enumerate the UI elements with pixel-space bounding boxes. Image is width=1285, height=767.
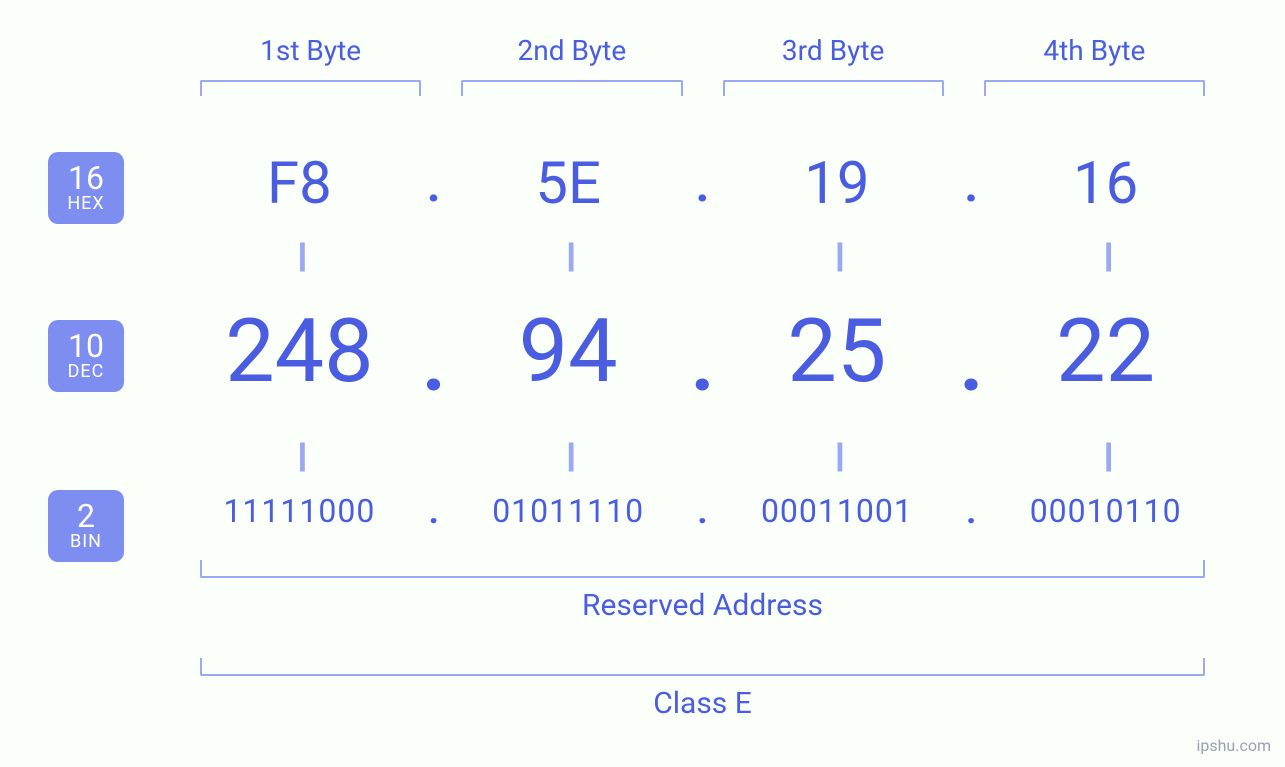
label-reserved-address: Reserved Address (200, 588, 1205, 623)
equals-icon: || (449, 236, 688, 276)
byte-brackets-top (180, 80, 1225, 96)
bottom-bracket-reserved: Reserved Address (200, 560, 1205, 623)
equals-icon: || (718, 436, 957, 476)
equals-icon: || (180, 236, 419, 276)
dec-byte-1: 248 (180, 300, 419, 403)
label-class-e: Class E (200, 686, 1205, 721)
footer-credit: ipshu.com (1196, 736, 1271, 755)
base-badge-hex: 16 HEX (48, 152, 124, 224)
equals-icon: || (986, 236, 1225, 276)
byte-header-2: 2nd Byte (441, 34, 702, 67)
equals-icon: || (718, 236, 957, 276)
bracket-bottom-1 (200, 560, 1205, 578)
bracket-top-1 (200, 80, 421, 96)
dot-icon: . (688, 156, 718, 213)
base-badge-hex-abbr: HEX (67, 195, 104, 214)
bracket-top-4 (984, 80, 1205, 96)
dec-byte-3: 25 (718, 300, 957, 403)
bin-byte-3: 00011001 (718, 492, 957, 530)
bracket-bottom-2 (200, 658, 1205, 676)
ip-diagram: 1st Byte 2nd Byte 3rd Byte 4th Byte 16 H… (0, 0, 1285, 767)
bin-row: 11111000 . 01011110 . 00011001 . 0001011… (180, 490, 1225, 532)
byte-header-3: 3rd Byte (703, 34, 964, 67)
dec-byte-4: 22 (986, 300, 1225, 403)
byte-header-1: 1st Byte (180, 34, 441, 67)
dot-icon: . (956, 490, 986, 532)
byte-headers-row: 1st Byte 2nd Byte 3rd Byte 4th Byte (180, 34, 1225, 67)
dot-icon: . (688, 490, 718, 532)
base-badge-hex-num: 16 (68, 162, 104, 196)
equals-icon: || (180, 436, 419, 476)
hex-byte-1: F8 (180, 150, 419, 218)
hex-byte-2: 5E (449, 150, 688, 218)
dec-byte-2: 94 (449, 300, 688, 403)
bracket-top-2 (461, 80, 682, 96)
hex-byte-3: 19 (718, 150, 957, 218)
dot-icon: . (956, 156, 986, 213)
base-badge-dec: 10 DEC (48, 320, 124, 392)
bracket-top-3 (723, 80, 944, 96)
equals-icon: || (449, 436, 688, 476)
dec-row: 248 . 94 . 25 . 22 (180, 300, 1225, 403)
base-badge-bin-abbr: BIN (70, 533, 102, 552)
equals-row-hex-dec: || || || || (180, 236, 1225, 276)
bin-byte-1: 11111000 (180, 492, 419, 530)
dot-icon: . (419, 490, 449, 532)
base-badge-dec-num: 10 (68, 330, 104, 364)
hex-byte-4: 16 (986, 150, 1225, 218)
byte-header-4: 4th Byte (964, 34, 1225, 67)
bin-byte-2: 01011110 (449, 492, 688, 530)
equals-icon: || (986, 436, 1225, 476)
dot-icon: . (419, 156, 449, 213)
bin-byte-4: 00010110 (986, 492, 1225, 530)
hex-row: F8 . 5E . 19 . 16 (180, 150, 1225, 218)
base-badge-dec-abbr: DEC (68, 363, 105, 382)
dot-icon: . (419, 323, 449, 408)
base-badge-bin-num: 2 (77, 500, 95, 534)
equals-row-dec-bin: || || || || (180, 436, 1225, 476)
base-badge-bin: 2 BIN (48, 490, 124, 562)
bottom-bracket-class: Class E (200, 658, 1205, 721)
dot-icon: . (956, 323, 986, 408)
dot-icon: . (688, 323, 718, 408)
